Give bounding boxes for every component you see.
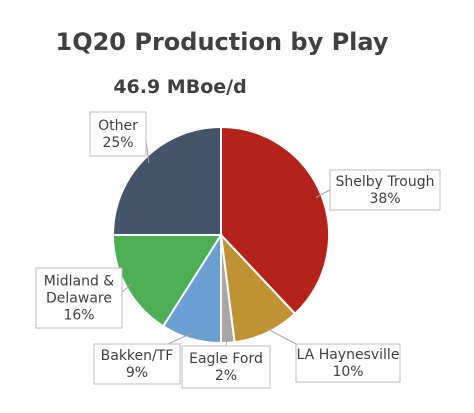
data-label-box [329, 169, 441, 211]
leader-line-la-haynesville [264, 326, 297, 345]
data-label-value: 25% [102, 135, 133, 151]
data-label-box [89, 111, 147, 157]
data-label-value: 10% [332, 364, 363, 380]
data-label-category: Midland & [44, 274, 115, 290]
pie-slice-other [111, 125, 222, 236]
leader-line-shelby-trough [315, 189, 331, 198]
data-label-bakken-tf: Bakken/TF9% [93, 343, 181, 385]
leader-line-bakken-tf [167, 332, 193, 345]
leader-line-eagle-ford [225, 336, 228, 347]
data-label-category: Delaware [46, 291, 112, 307]
pie-slice-shelby-trough [220, 125, 330, 316]
pie-slice-midland-delaware [111, 234, 223, 328]
data-label-category: LA Haynesville [297, 347, 400, 363]
leader-line-midland-delaware [121, 283, 132, 293]
data-label-category: Eagle Ford [189, 351, 263, 367]
chart-title: 1Q20 Production by Play [56, 28, 389, 56]
pie-slices [111, 125, 330, 345]
data-label-box [35, 267, 123, 329]
data-label-value: 2% [215, 368, 237, 384]
chart-subtitle: 46.9 MBoe/d [113, 76, 246, 98]
data-label-value: 16% [63, 308, 94, 324]
data-label-value: 38% [369, 191, 400, 207]
data-label-category: Shelby Trough [335, 174, 434, 190]
data-label-value: 9% [126, 365, 148, 381]
data-label-box [93, 343, 181, 385]
leader-lines [121, 139, 331, 347]
data-label-box [181, 345, 271, 389]
data-label-box [295, 343, 401, 383]
data-label-category: Bakken/TF [101, 348, 174, 364]
data-label-category: Other [98, 118, 138, 134]
